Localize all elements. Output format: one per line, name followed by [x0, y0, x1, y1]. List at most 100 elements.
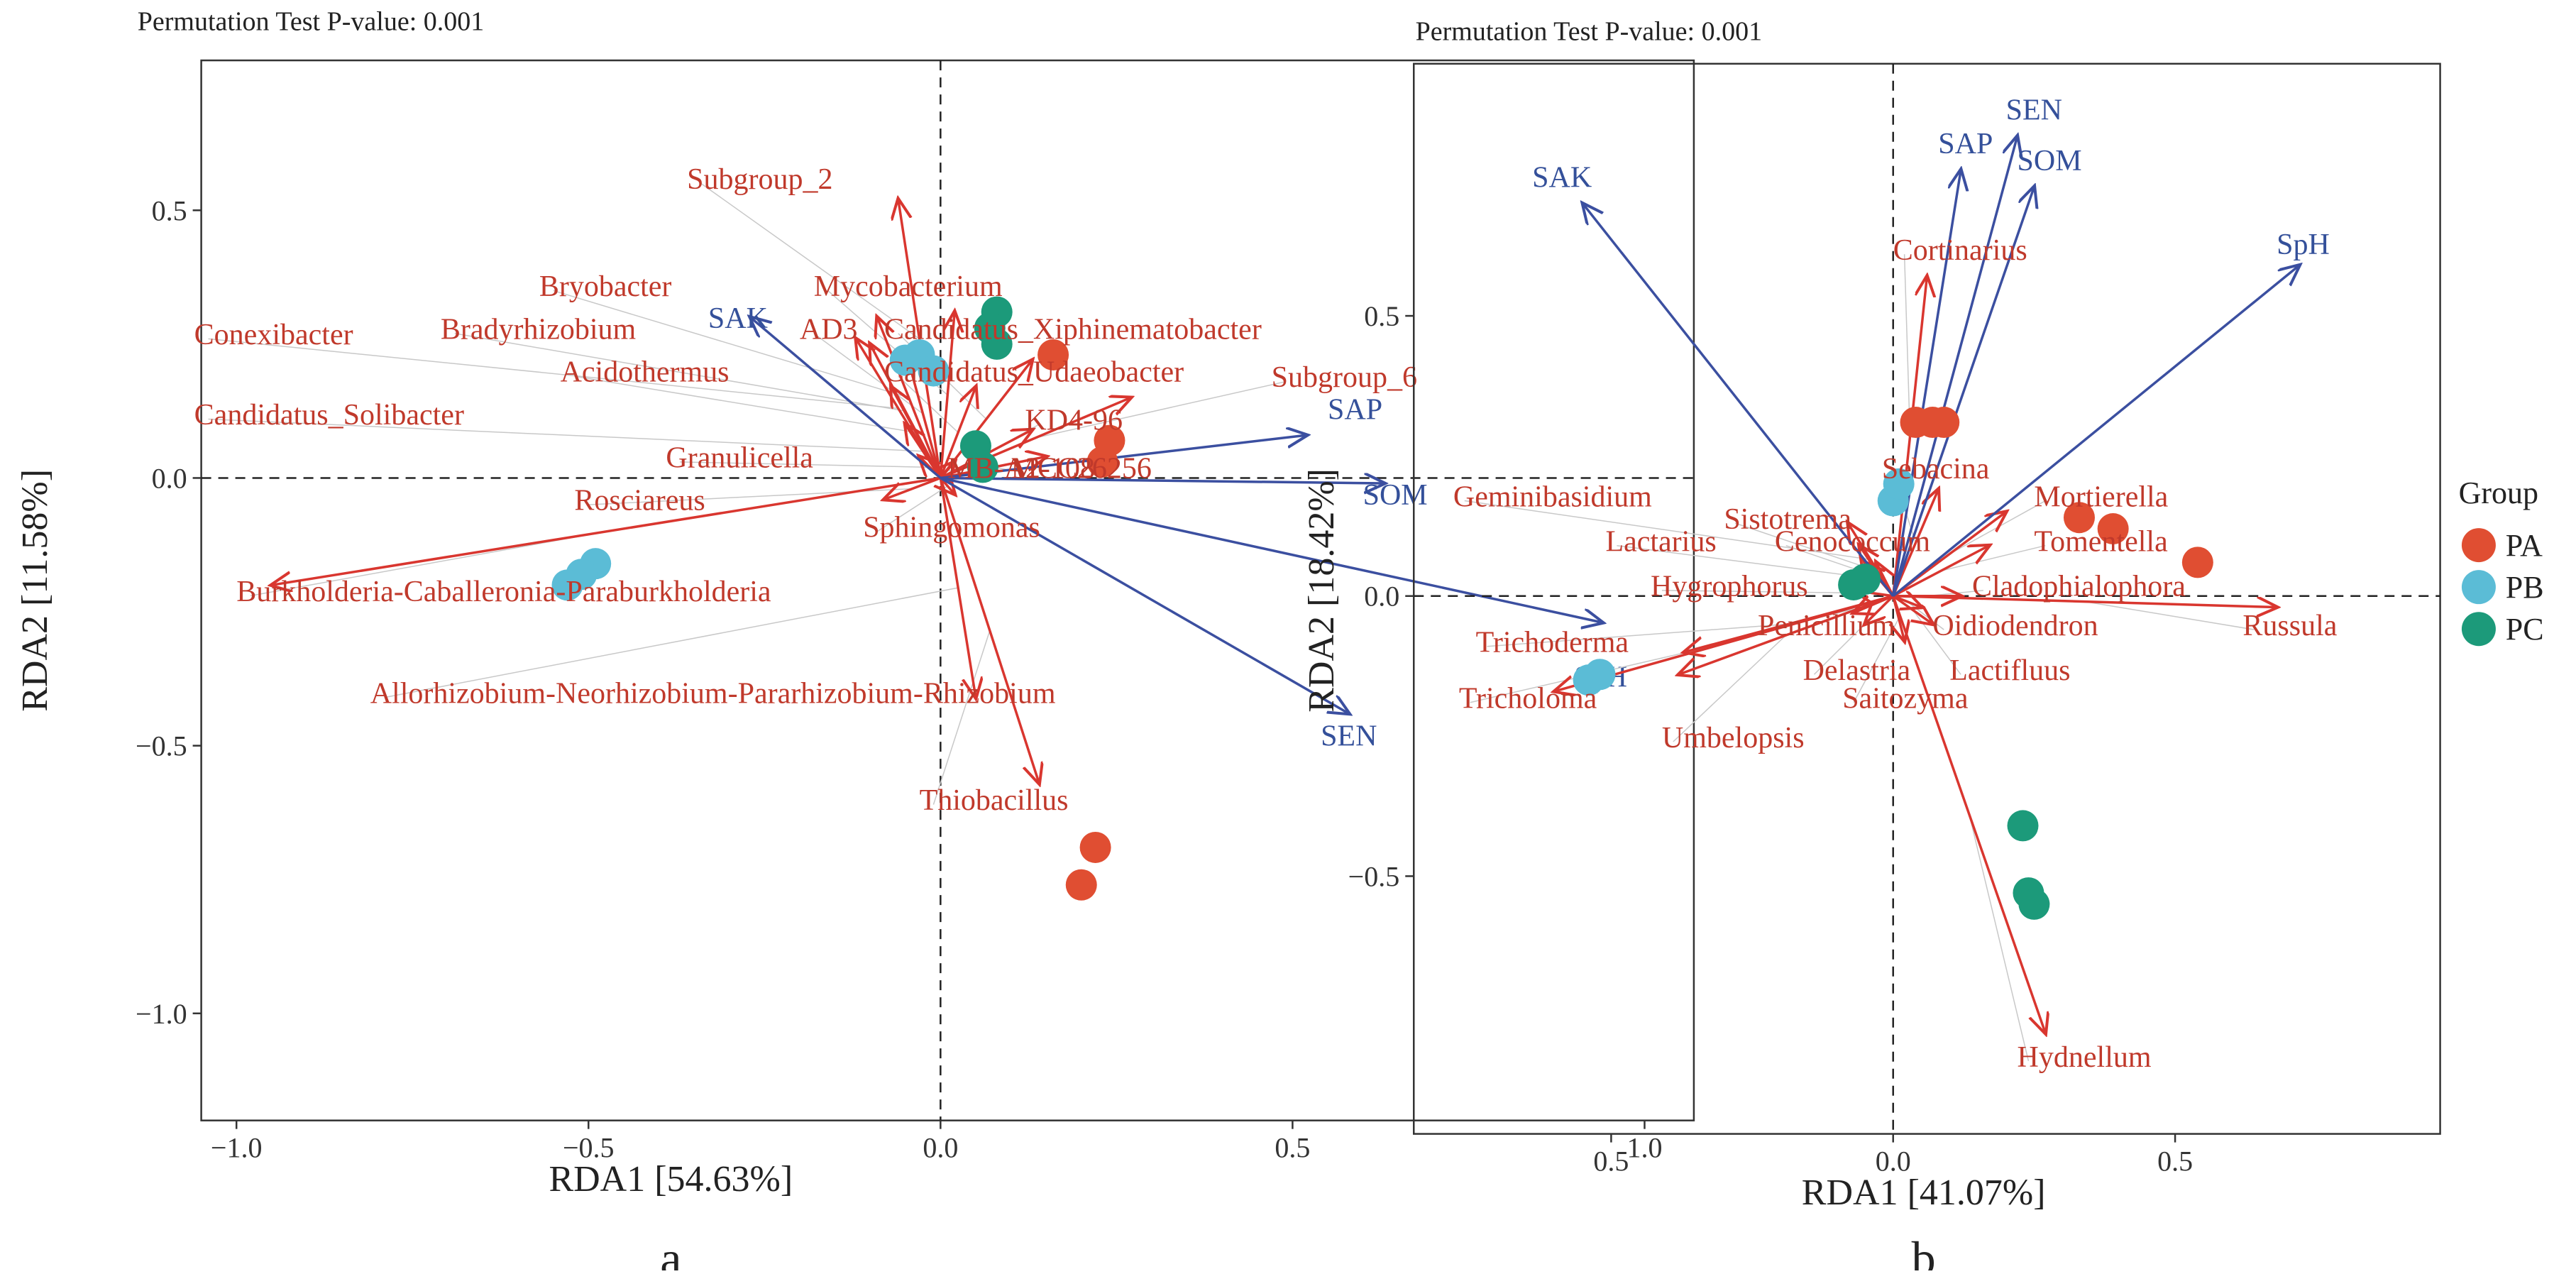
x-axis-label: RDA1 [54.63%]	[549, 1159, 793, 1199]
x-tick-label: −0.5	[563, 1132, 615, 1164]
species-label: Trichoderma	[1476, 627, 1629, 659]
sample-point-pa	[1079, 831, 1111, 863]
env-arrow	[940, 476, 1348, 713]
env-label: SAK	[708, 302, 768, 335]
sample-point-pa	[2063, 502, 2095, 534]
env-label: SOM	[1363, 479, 1428, 512]
panel-b: Permutation Test P-value: 0.001 0.5 0.0 0.…	[1301, 17, 2441, 1274]
species-label: Allorhizobium-Neorhizobium-Pararhizobium…	[370, 677, 1056, 710]
label-leader-line	[384, 587, 959, 698]
x-tick-label: 0.5	[1593, 1146, 1629, 1177]
label-leader-line	[574, 375, 916, 434]
species-label: Conexibacter	[194, 319, 353, 351]
species-label: Cladophialophora	[1972, 571, 2186, 603]
label-leader-line	[454, 333, 906, 412]
legend-swatch-pc	[2461, 612, 2496, 647]
species-label: Granulicella	[666, 441, 813, 474]
species-label: Subgroup_2	[687, 163, 832, 196]
group-legend: Group PA PB PC	[2459, 476, 2544, 647]
label-leader-line	[1673, 635, 1787, 742]
species-label: Russula	[2242, 610, 2337, 642]
species-arrow	[939, 477, 1039, 783]
species-arrow	[1892, 595, 2046, 1033]
label-leader-line	[1903, 254, 1911, 436]
species-arrow	[1892, 490, 1939, 597]
label-leader-line	[680, 461, 930, 468]
species-label: Saitozyma	[1842, 683, 1969, 715]
label-leader-line	[1661, 590, 1873, 594]
sample-point-pb	[1584, 659, 1616, 691]
x-tick-label: 1.0	[1626, 1132, 1662, 1164]
env-arrow	[1892, 170, 1961, 597]
env-label: SAK	[1532, 161, 1592, 194]
species-label: Bradyrhizobium	[441, 313, 637, 346]
env-label: SEN	[1321, 720, 1377, 753]
species-label: Mortierella	[2034, 481, 2168, 513]
y-tick-label: 0.0	[1364, 581, 1399, 613]
sample-point-pc	[974, 312, 1006, 344]
species-arrow	[1679, 595, 1894, 675]
sample-point-pc	[2007, 810, 2039, 842]
species-arrow	[1876, 562, 1893, 597]
panel-letter: a	[660, 1231, 681, 1270]
species-label: Umbelopsis	[1662, 722, 1805, 754]
legend-label-pb: PB	[2506, 570, 2544, 605]
env-arrow	[1892, 265, 2299, 598]
species-label: Oidiodendron	[1932, 610, 2098, 642]
label-leader-line	[1734, 522, 1877, 571]
species-arrow	[1892, 546, 1989, 598]
species-label: Bryobacter	[539, 270, 672, 303]
env-arrow	[750, 317, 942, 479]
x-tick-label: 0.5	[2157, 1146, 2193, 1177]
env-label: SEN	[2006, 94, 2062, 127]
panel-b-title: Permutation Test P-value: 0.001	[1416, 17, 1762, 47]
species-label: Burkholderia-Caballeronia-Paraburkholder…	[236, 576, 771, 608]
legend-label-pa: PA	[2506, 528, 2543, 563]
sample-point-pc	[967, 451, 998, 483]
env-arrow	[940, 435, 1306, 480]
species-label: Acidothermus	[561, 356, 730, 389]
species-label: KD4-96	[1025, 405, 1123, 437]
species-label: Sphingomonas	[863, 511, 1040, 544]
species-label: Hygrophorus	[1651, 571, 1808, 603]
sample-point-pc	[2018, 888, 2050, 920]
x-tick-label: 0.5	[1275, 1132, 1310, 1164]
sample-point-pa	[1928, 407, 1960, 439]
y-tick-label: −0.5	[136, 730, 187, 762]
sample-point-pb	[1883, 468, 1915, 500]
species-label: Candidatus_Udaeobacter	[884, 356, 1184, 389]
env-label: SpH	[2277, 229, 2330, 261]
legend-label-pc: PC	[2506, 612, 2544, 647]
species-label: Mycobacterium	[814, 270, 1003, 303]
species-label: Lactifluus	[1949, 654, 2070, 687]
sample-point-pa	[1065, 869, 1097, 901]
env-arrow	[940, 478, 1384, 483]
x-tick-label: −1.0	[211, 1132, 263, 1164]
species-arrow	[898, 199, 942, 478]
sample-point-pb	[551, 569, 583, 601]
label-leader-line	[932, 630, 991, 805]
species-label: Sebacina	[1882, 453, 1990, 485]
label-leader-line	[1617, 544, 1879, 580]
y-tick-label: 0.5	[1364, 300, 1399, 332]
species-label: Cortinarius	[1893, 234, 2027, 267]
label-leader-line	[1969, 814, 2030, 1062]
label-leader-line	[1464, 500, 1871, 561]
sample-point-pc	[1849, 564, 1881, 595]
species-label: Geminibasidium	[1453, 481, 1652, 513]
species-label: Candidatus_Xiphinematobacter	[884, 313, 1262, 346]
sample-point-pb	[918, 355, 950, 387]
sample-point-pa	[1037, 339, 1069, 370]
species-label: Tricholoma	[1459, 683, 1597, 715]
env-label: SAP	[1938, 128, 1993, 160]
species-label: Penicillium	[1758, 610, 1895, 642]
label-leader-line	[553, 290, 909, 399]
y-tick-label: 0.0	[152, 462, 187, 494]
species-arrow	[1892, 595, 1933, 624]
legend-title: Group	[2459, 476, 2538, 510]
species-label: AD3	[800, 313, 858, 346]
y-tick-label: −1.0	[136, 998, 187, 1030]
label-leader-line	[700, 182, 920, 339]
panel-letter: b	[1912, 1231, 1936, 1270]
